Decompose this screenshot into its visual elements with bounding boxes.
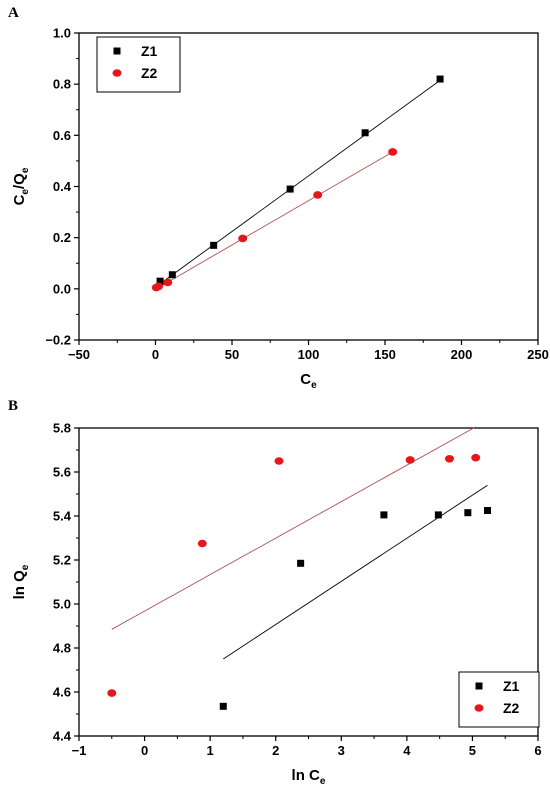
chart-b-z1-point [434,511,442,519]
chart-b-z1-point [380,511,388,519]
chart-b-legend-z2-label: Z2 [503,700,520,716]
chart-b-z1-point [464,509,472,517]
chart-b-z2-point [471,453,481,462]
chart-b-z1-point [484,507,492,514]
chart-b-y-tick-label: 5.6 [53,465,71,480]
chart-b-x-tick-label: 0 [141,743,148,758]
chart-a-z1-point [286,185,294,193]
chart-a-legend-z1-label: Z1 [141,43,158,59]
chart-b-y-tick-label: 4.8 [53,641,71,656]
chart-a-z2-point [238,234,248,243]
chart-a-x-tick-label: 0 [152,347,159,362]
chart-a-z1-point [210,241,218,249]
chart-a-legend-z1-marker [113,47,121,55]
chart-b-y-tick-label: 5.0 [53,597,71,612]
chart-a-legend-z2-marker [112,69,122,77]
chart-b-legend-box [458,671,540,728]
chart-b-z2-point [197,539,207,548]
chart-b-y-tick-label: 5.8 [53,421,71,436]
chart-a-y-tick-label: 0.4 [53,179,72,194]
chart-b-y-axis-label: ln Qe [11,564,31,599]
chart-a-legend-box [96,36,181,93]
chart-a-legend-z2-label: Z2 [141,65,158,81]
chart-b-z2-point [107,689,117,697]
chart-b-z2-point [405,456,415,464]
chart-a-y-tick-label: 0.6 [53,128,71,143]
chart-a-x-tick-label: 100 [298,347,320,362]
chart-b-x-tick-label: 3 [338,743,345,758]
chart-b-z1-point [297,559,305,567]
chart-a-z1-point [168,271,176,279]
chart-a-x-tick-label: 250 [527,347,549,362]
chart-b-x-tick-label: 2 [272,743,279,758]
chart-b-z1-point [219,702,227,710]
chart-b-z2-point [274,457,284,465]
chart-b-y-tick-label: 4.4 [53,729,72,744]
chart-b-z2-point [444,455,454,463]
chart-a-x-tick-label: 200 [451,347,473,362]
chart-a-z2-point [388,148,398,156]
chart-a-x-tick-label: 150 [374,347,396,362]
chart-a-y-tick-label: 1.0 [53,26,71,41]
chart-a-x-axis-label: Ce [300,371,317,391]
chart-a-y-axis-label: Ce/Qe [11,167,31,205]
chart-a-y-tick-label: 0.0 [53,281,71,296]
chart-a-z1-point [361,129,369,137]
chart-b-y-tick-label: 5.4 [53,509,72,524]
chart-b-x-tick-label: 4 [403,743,411,758]
panel-label-a: A [8,5,19,21]
chart-a-z1-point [436,75,444,83]
chart-b-x-tick-label: −1 [72,743,87,758]
chart-b-x-tick-label: 5 [469,743,476,758]
chart-b-y-tick-label: 5.2 [53,553,71,568]
chart-a-z2-point [163,278,173,287]
chart-b-x-tick-label: 1 [207,743,214,758]
chart-b-y-tick-label: 4.6 [53,685,71,700]
chart-b-legend-z1-marker [475,682,483,690]
chart-a-y-tick-label: 0.8 [53,77,71,92]
chart-b-legend-z1-label: Z1 [503,678,520,694]
chart-a-z2-point [313,191,323,199]
chart-a-x-tick-label: −50 [68,347,90,362]
chart-b-x-tick-label: 6 [534,743,541,758]
chart-a-z1-fit-line [159,79,441,285]
chart-a-y-tick-label: 0.2 [53,230,71,245]
chart-b-z1-fit-line [223,484,488,660]
chart-a-y-tick-label: −0.2 [45,333,71,348]
chart-b-z2-fit-line [111,426,476,630]
chart-a-x-tick-label: 50 [225,347,239,362]
chart-a-z2-fit-line [156,151,393,290]
panel-label-b: B [8,398,19,414]
chart-b-legend-z2-marker [474,704,484,712]
chart-a-z1-point [156,277,164,285]
chart-a-z2-point [154,282,164,291]
chart-b-x-axis-label: ln Ce [292,767,326,787]
